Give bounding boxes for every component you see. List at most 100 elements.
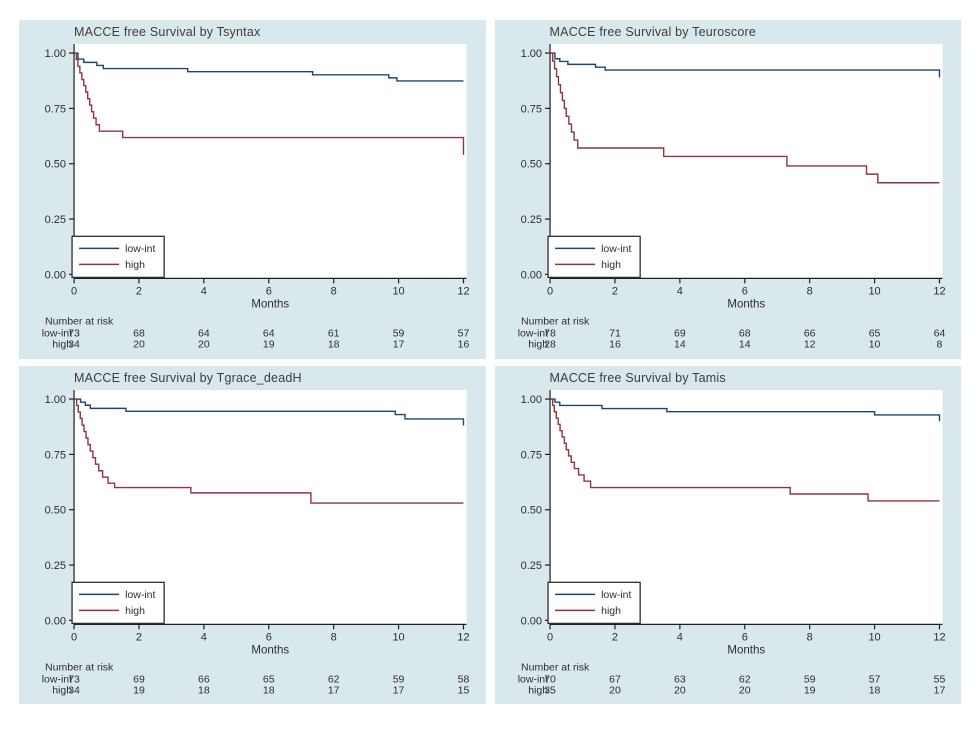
risk-table-header: Number at risk [45,315,114,327]
risk-value: 10 [868,338,880,350]
legend-label-high: high [601,604,621,616]
y-tick-label: 0.75 [45,449,66,461]
x-tick-label: 8 [331,285,337,297]
legend-label-low-int: low-int [601,243,631,255]
risk-table-header: Number at risk [521,661,590,673]
risk-value: 17 [933,684,945,696]
risk-value: 63 [674,673,686,685]
chart-title: MACCE free Survival by Tamis [549,370,726,385]
legend-label-high: high [601,259,621,271]
y-tick-label: 0.25 [45,214,66,226]
y-tick-label: 0.00 [520,269,541,281]
x-tick-label: 2 [611,631,617,643]
risk-value: 69 [674,327,686,339]
x-tick-label: 0 [546,631,552,643]
risk-value: 34 [68,684,80,696]
chart-title: MACCE free Survival by Tgrace_deadH [74,370,302,385]
y-tick-label: 0.50 [45,504,66,516]
x-tick-label: 2 [136,285,142,297]
x-tick-label: 6 [266,285,272,297]
risk-value: 73 [68,673,80,685]
risk-value: 58 [458,673,470,685]
x-tick-label: 8 [806,285,812,297]
risk-value: 16 [609,338,621,350]
km-curve-high [74,397,464,504]
risk-value: 14 [674,338,686,350]
legend-label-low-int: low-int [125,588,155,600]
risk-value: 70 [544,673,556,685]
risk-value: 14 [738,338,750,350]
survival-plot-tamis: 0.00 0.25 0.50 0.75 1.00 0 2 4 6 8 10 12 Months low-i… [517,389,945,696]
x-tick-label: 12 [457,631,469,643]
x-tick-label: 8 [331,631,337,643]
x-tick-label: 12 [933,631,945,643]
y-tick-label: 1.00 [520,394,541,406]
risk-value: 19 [803,684,815,696]
risk-row-label: low-int [42,327,72,339]
x-tick-label: 6 [266,631,272,643]
legend-box [546,581,641,624]
y-tick-label: 0.00 [45,269,66,281]
km-curve-high [549,397,939,502]
x-axis-title: Months [727,644,765,656]
risk-value: 17 [328,684,340,696]
risk-value: 59 [393,673,405,685]
x-tick-label: 6 [741,631,747,643]
risk-value: 18 [263,684,275,696]
chart-title: MACCE free Survival by Teuroscore [549,25,756,39]
x-axis-title: Months [727,298,765,310]
legend-label-low-int: low-int [125,243,155,255]
risk-value: 59 [803,673,815,685]
risk-value: 62 [738,673,750,685]
risk-value: 20 [674,684,686,696]
legend-box [546,235,641,279]
risk-value: 65 [263,673,275,685]
y-tick-label: 0.25 [520,214,541,226]
risk-value: 71 [609,327,621,339]
risk-value: 59 [393,327,405,339]
x-tick-label: 4 [676,631,682,643]
x-tick-label: 10 [392,631,404,643]
risk-value: 55 [933,673,945,685]
km-curve-high [549,52,939,184]
risk-value: 19 [263,338,275,350]
risk-value: 16 [458,338,470,350]
x-tick-label: 0 [71,285,77,297]
risk-value: 15 [458,684,470,696]
y-tick-label: 0.25 [45,560,66,572]
km-curve-high [74,52,465,155]
x-tick-label: 10 [868,285,880,297]
panel-tamis: 0.00 0.25 0.50 0.75 1.00 0 2 4 6 8 10 12 Months low-i… [494,365,961,704]
y-tick-label: 0.75 [520,103,541,115]
x-tick-label: 12 [457,285,469,297]
risk-value: 17 [393,684,405,696]
risk-value: 57 [458,327,470,339]
y-tick-label: 0.25 [520,560,541,572]
risk-value: 18 [328,338,340,350]
risk-table-header: Number at risk [521,315,590,327]
risk-value: 64 [933,327,945,339]
risk-value: 35 [544,684,556,696]
x-tick-label: 0 [546,285,552,297]
risk-value: 67 [609,673,621,685]
risk-row-label: low-int [517,673,547,685]
risk-row-label: low-int [517,327,547,339]
km-figure-grid: 0.00 0.25 0.50 0.75 1.00 0 2 4 6 8 10 12 Months low-i… [19,20,961,704]
x-tick-label: 12 [933,285,945,297]
legend-label-low-int: low-int [601,588,631,600]
risk-table-header: Number at risk [45,661,114,673]
risk-value: 64 [263,327,275,339]
risk-value: 61 [328,327,340,339]
legend-box [71,235,165,279]
km-curve-low-int [74,397,465,426]
y-tick-label: 0.50 [45,159,66,171]
risk-row-label: high [52,684,72,696]
x-tick-label: 4 [676,285,682,297]
legend-label-high: high [125,259,145,271]
x-axis-title: Months [251,298,289,310]
x-tick-label: 8 [806,631,812,643]
y-tick-label: 0.00 [520,615,541,627]
risk-value: 68 [738,327,750,339]
risk-value: 65 [868,327,880,339]
x-tick-label: 0 [71,631,77,643]
